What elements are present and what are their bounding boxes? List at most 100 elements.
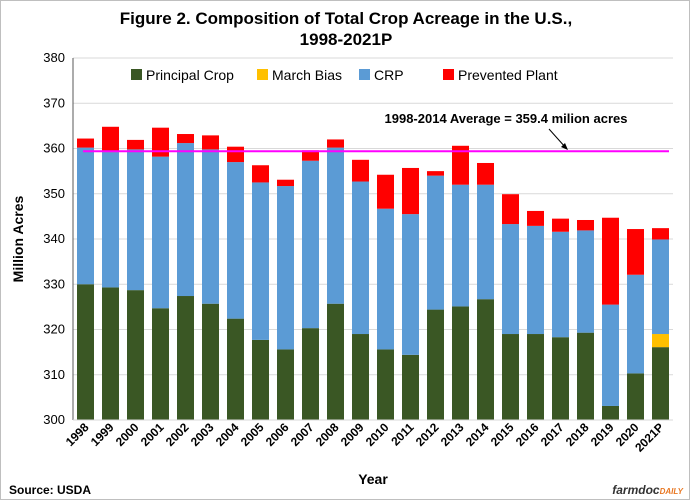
x-tick-label: 2017 [538,420,567,449]
x-tick-label: 2019 [588,420,617,449]
bar-crp [452,184,469,307]
legend-swatch [257,69,268,80]
bar-principal-crop [602,405,619,420]
y-axis-label: Million Acres [10,195,26,282]
y-tick-label: 300 [43,412,65,427]
bar-principal-crop [177,296,194,420]
x-tick-label: 2006 [263,420,292,449]
bar-prevented-plant [177,134,194,144]
bar-crp [127,149,144,291]
bar-principal-crop [227,318,244,420]
y-tick-label: 310 [43,367,65,382]
bar-principal-crop [402,354,419,420]
bar-principal-crop [477,299,494,420]
bar-crp [552,231,569,338]
y-tick-label: 360 [43,141,65,156]
x-tick-label: 2012 [413,420,442,449]
bar-prevented-plant [652,228,669,240]
x-tick-label: 2009 [338,420,367,449]
bar-prevented-plant [77,138,94,148]
bar-prevented-plant [577,219,594,231]
x-tick-label: 2018 [563,420,592,449]
bar-prevented-plant [502,194,519,225]
bar-principal-crop [377,349,394,420]
x-tick-label: 2011 [388,420,417,449]
bar-crp [627,274,644,374]
bar-crp [202,149,219,304]
bar-principal-crop [652,347,669,420]
bar-prevented-plant [627,229,644,275]
legend-label: CRP [374,67,404,83]
bar-crp [577,230,594,333]
x-tick-label: 2021P [632,420,666,454]
bar-prevented-plant [427,171,444,176]
farmdoc-logo: farmdocDAILY [612,483,683,497]
legend-swatch [443,69,454,80]
bar-prevented-plant [452,145,469,185]
bar-prevented-plant [252,165,269,183]
bar-prevented-plant [277,179,294,187]
x-tick-label: 2007 [288,420,317,449]
bar-prevented-plant [602,217,619,305]
bar-prevented-plant [352,159,369,182]
legend-label: Prevented Plant [458,67,558,83]
svg-text:farmdocDAILY: farmdocDAILY [612,483,683,497]
bar-crp [77,147,94,285]
chart-title: Figure 2. Composition of Total Crop Acre… [120,9,572,28]
bar-principal-crop [452,306,469,420]
x-tick-label: 2013 [438,420,467,449]
legend-swatch [131,69,142,80]
bar-crp [352,181,369,335]
legend-label: March Bias [272,67,342,83]
bar-crp [652,239,669,335]
arrowhead-icon [561,143,568,150]
y-tick-label: 370 [43,95,65,110]
x-tick-label: 1998 [63,420,92,449]
bar-prevented-plant [377,174,394,209]
bar-crp [177,143,194,297]
bar-crp [152,156,169,309]
bar-march-bias [652,334,669,348]
bar-crp [327,147,344,304]
bar-crp [402,214,419,355]
bar-principal-crop [577,332,594,420]
bar-principal-crop [277,349,294,420]
bar-principal-crop [152,308,169,420]
bar-crp [477,184,494,300]
average-label: 1998-2014 Average = 359.4 milion acres [385,111,628,126]
bar-crp [277,186,294,350]
bar-principal-crop [252,339,269,420]
bar-prevented-plant [152,127,169,157]
bar-principal-crop [302,328,319,420]
bar-principal-crop [77,284,94,420]
bar-prevented-plant [202,135,219,150]
y-tick-label: 330 [43,276,65,291]
bar-prevented-plant [302,150,319,161]
bar-crp [227,162,244,319]
x-tick-label: 2015 [488,420,517,449]
bar-crp [377,208,394,350]
bar-prevented-plant [227,146,244,163]
x-tick-label: 2001 [138,420,167,449]
y-tick-label: 380 [43,50,65,65]
bar-crp [527,225,544,335]
x-axis-label: Year [358,471,388,487]
x-tick-label: 2005 [238,420,267,449]
bar-prevented-plant [102,126,119,153]
y-tick-label: 350 [43,186,65,201]
bar-principal-crop [102,287,119,420]
bar-crp [102,152,119,288]
bar-prevented-plant [327,139,344,148]
x-tick-label: 2003 [188,420,217,449]
bar-principal-crop [627,373,644,420]
bar-prevented-plant [552,218,569,232]
bar-principal-crop [427,309,444,420]
chart-title-line2: 1998-2021P [300,30,393,49]
x-tick-label: 2000 [113,420,142,449]
legend-swatch [359,69,370,80]
bar-prevented-plant [402,167,419,215]
bar-principal-crop [502,334,519,420]
bar-principal-crop [527,334,544,420]
